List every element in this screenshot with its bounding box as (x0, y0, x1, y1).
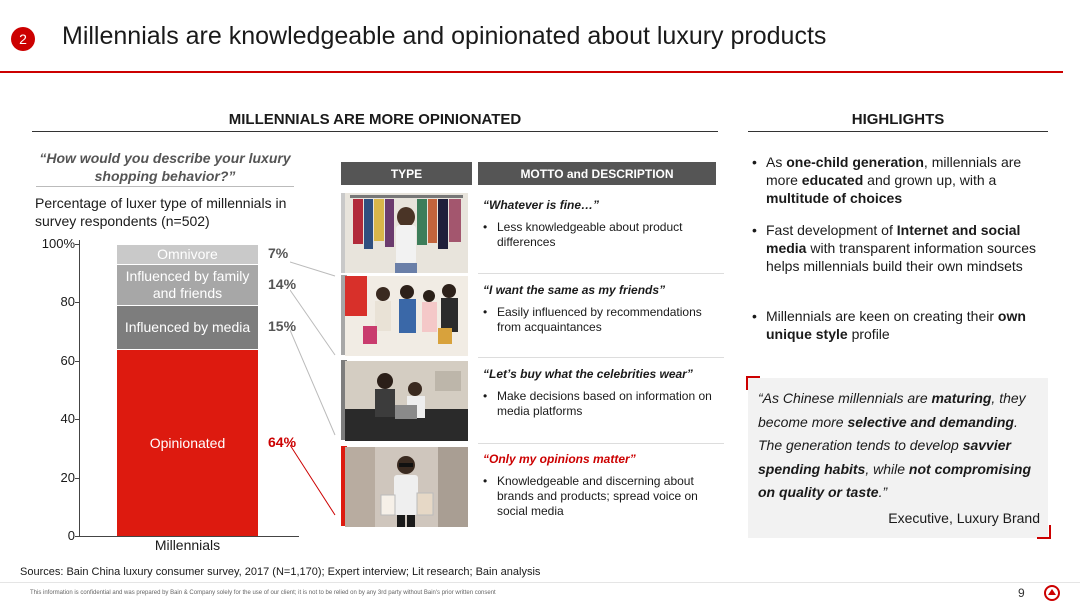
x-category-label: Millennials (154, 537, 221, 553)
question-divider (36, 186, 294, 187)
bar-segment-label: Influenced by media (124, 319, 251, 336)
bar-segment-label: Opinionated (149, 434, 226, 451)
connector-media (290, 329, 336, 436)
table-header-type: TYPE (341, 162, 472, 185)
quote-corner-tl-h (746, 376, 760, 378)
y-tick-mark (75, 477, 79, 479)
y-tick-label: 0 (67, 528, 75, 543)
y-tick-mark (75, 419, 79, 421)
bar-segment-label: Influenced by family and friends (125, 268, 250, 302)
data-label: 64% (268, 433, 297, 450)
quote-corner-br-h (1037, 537, 1051, 539)
row-accent-media (341, 360, 347, 440)
page-number: 9 (1018, 586, 1025, 600)
confidentiality-disclaimer: This information is confidential and was… (30, 590, 496, 596)
highlight-bullet: • Millennials are keen on creating their … (752, 308, 1026, 342)
woman-shopping-bags-photo (345, 447, 468, 527)
row-description: • Make decisions based on information on … (483, 389, 712, 418)
left-section-rule (32, 131, 718, 132)
quote-corner-tl-v (746, 376, 748, 390)
row-description: • Less knowledgeable about product differ… (483, 220, 683, 249)
left-section-heading: MILLENNIALS ARE MORE OPINIONATED (228, 111, 522, 128)
y-tick-mark (75, 302, 79, 304)
highlight-bullet: • Fast development of Internet and social… (752, 222, 1037, 274)
x-axis-line (79, 536, 299, 537)
slide-title: Millennials are knowledgeable and opinio… (62, 22, 827, 50)
data-label: 15% (268, 318, 297, 335)
footer-divider (0, 582, 1080, 583)
highlights-heading: HIGHLIGHTS (851, 111, 945, 128)
quote-author: Executive, Luxury Brand (888, 510, 1040, 526)
row-divider (478, 273, 724, 274)
connector-family (290, 289, 336, 356)
y-tick-label: 60 (60, 352, 75, 368)
woman-shopping-graphic (345, 447, 468, 527)
clothes-rack-graphic (345, 193, 468, 273)
friends-shopping-photo (345, 276, 468, 356)
row-motto: “I want the same as my friends” (483, 283, 666, 297)
row-motto-highlight: “Only my opinions matter” (483, 452, 636, 466)
row-divider (478, 357, 724, 358)
row-divider (478, 443, 724, 444)
row-motto: “Whatever is fine…” (483, 198, 600, 212)
y-tick-label: 40 (60, 411, 75, 427)
row-description: • Easily influenced by recommendations fr… (483, 305, 702, 334)
y-tick-label: 100% (41, 236, 75, 251)
bar-segment: Influenced by family and friends (117, 265, 258, 306)
y-tick-mark (75, 536, 79, 537)
bar-segment-label: Omnivore (157, 246, 218, 263)
couple-media-photo (345, 361, 468, 441)
couple-media-graphic (345, 361, 468, 441)
bar-segment: Opinionated (117, 350, 258, 536)
row-accent-opinionated (341, 446, 347, 526)
bar-to-table-connectors (290, 261, 336, 516)
bar-segment: Omnivore (117, 245, 258, 265)
row-accent-omnivore (341, 193, 347, 273)
connector-omnivore (290, 261, 336, 277)
y-tick-label: 20 (60, 469, 75, 485)
y-tick-mark (75, 360, 79, 362)
quote-box (748, 378, 1048, 538)
bain-logo-icon (1044, 585, 1060, 601)
data-label: 14% (268, 275, 297, 292)
highlight-bullet: • As one-child generation, millennials ar… (752, 154, 1022, 206)
y-axis-caption: Percentage of luxer type of millennials … (35, 195, 287, 229)
data-label: 7% (268, 245, 289, 262)
quote-text: “As Chinese millennials are maturing, th… (758, 390, 1032, 500)
table-header-motto: MOTTO and DESCRIPTION (478, 162, 716, 185)
y-tick-label: 80 (60, 294, 75, 310)
sources-note: Sources: Bain China luxury consumer surv… (20, 566, 541, 578)
highlights-rule (748, 131, 1048, 132)
row-accent-family (341, 275, 347, 355)
row-motto: “Let’s buy what the celebrities wear” (483, 367, 693, 381)
slide-number-badge: 2 (11, 27, 35, 51)
y-axis-line (79, 240, 80, 536)
row-description: • Knowledgeable and discerning about bran… (483, 474, 698, 518)
title-divider (0, 71, 1063, 73)
connector-opinionated (290, 444, 336, 516)
y-tick-mark (75, 244, 79, 245)
friends-shopping-graphic (345, 276, 468, 356)
survey-question: “How would you describe your luxury shop… (39, 150, 291, 184)
quote-corner-br-v (1049, 525, 1051, 539)
bar-segment: Influenced by media (117, 306, 258, 350)
clothes-rack-photo (345, 193, 468, 273)
